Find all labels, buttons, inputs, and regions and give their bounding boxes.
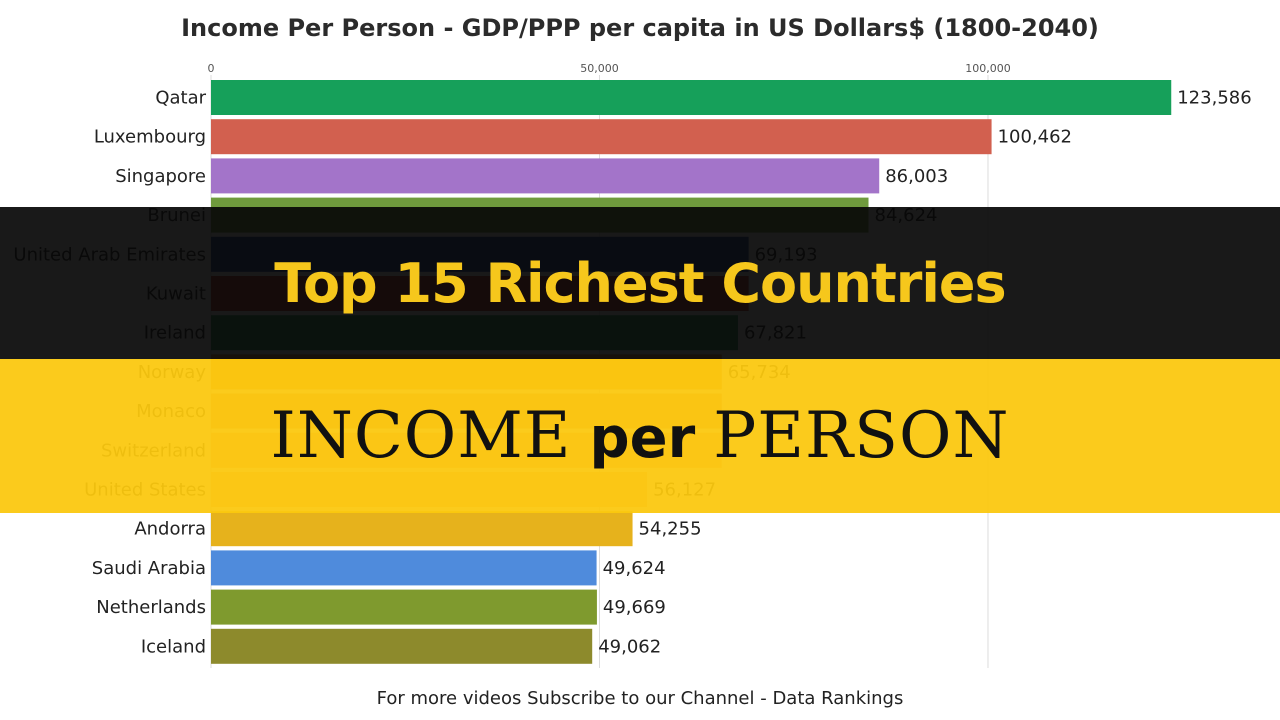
banner-word-income: INCOME <box>270 399 572 473</box>
banner-word-person: PERSON <box>713 399 1010 473</box>
value-label: 86,003 <box>885 166 948 187</box>
category-label: Singapore <box>115 166 206 187</box>
category-label: Saudi Arabia <box>92 558 206 579</box>
bar <box>211 589 597 625</box>
title-banner: Top 15 Richest Countries <box>0 207 1280 359</box>
bar <box>211 158 880 194</box>
banner-headline: Top 15 Richest Countries <box>274 251 1006 315</box>
bar <box>211 628 593 664</box>
x-tick-label: 100,000 <box>965 62 1011 75</box>
value-label: 49,669 <box>603 597 666 618</box>
footer-text: For more videos Subscribe to our Channel… <box>377 688 904 709</box>
bar <box>211 511 633 547</box>
x-tick-label: 50,000 <box>580 62 619 75</box>
banner-word-per: per <box>589 406 696 471</box>
value-label: 123,586 <box>1177 88 1251 109</box>
bar <box>211 80 1172 115</box>
value-label: 49,062 <box>598 636 661 657</box>
bar <box>211 119 992 155</box>
value-label: 49,624 <box>603 558 666 579</box>
bar <box>211 550 597 586</box>
category-label: Iceland <box>141 636 206 657</box>
value-label: 54,255 <box>639 519 702 540</box>
x-axis-ticks: 0 50,000 100,000 <box>208 62 1011 75</box>
category-label: Andorra <box>134 519 206 540</box>
banner-subtitle: INCOME per PERSON <box>271 399 1010 473</box>
category-label: Luxembourg <box>94 127 206 148</box>
category-label: Qatar <box>155 88 206 109</box>
subtitle-banner: INCOME per PERSON <box>0 359 1280 513</box>
chart-title: Income Per Person - GDP/PPP per capita i… <box>181 14 1099 42</box>
x-tick-label: 0 <box>208 62 215 75</box>
category-label: Netherlands <box>96 597 206 618</box>
value-label: 100,462 <box>998 127 1072 148</box>
